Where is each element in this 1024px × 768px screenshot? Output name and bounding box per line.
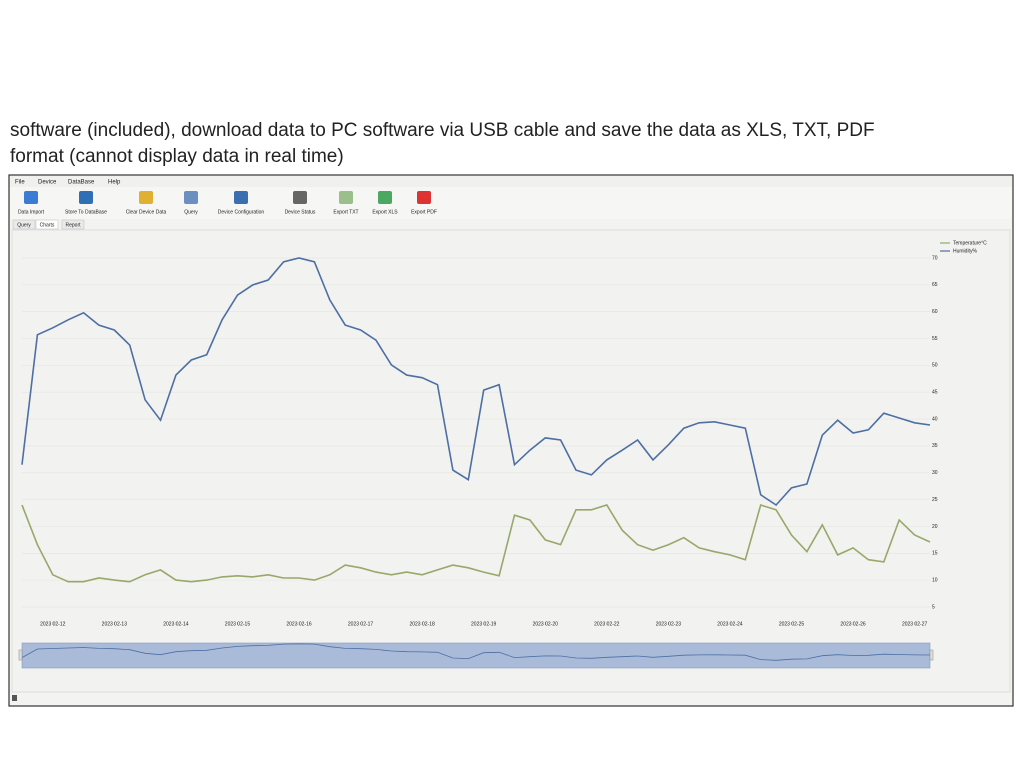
navigator-handle[interactable]	[18, 649, 23, 661]
menu-item[interactable]: Help	[108, 180, 121, 186]
tab-label[interactable]: Report	[65, 222, 81, 228]
toolbar-icon	[378, 191, 392, 204]
y-tick-label: 30	[932, 470, 938, 476]
y-tick-label: 60	[932, 309, 938, 315]
toolbar-button[interactable]: Export PDF	[411, 209, 437, 215]
x-tick-label: 2023 02-16	[286, 621, 312, 627]
y-tick-label: 25	[932, 497, 938, 503]
x-tick-label: 2023 02-19	[471, 621, 497, 627]
x-tick-label: 2023 02-26	[840, 621, 866, 627]
toolbar-button[interactable]: Export XLS	[372, 209, 398, 215]
menu-item[interactable]: Device	[38, 180, 57, 186]
y-tick-label: 65	[932, 282, 938, 288]
y-tick-label: 35	[932, 443, 938, 449]
toolbar-icon	[234, 191, 248, 204]
navigator-handle[interactable]	[929, 649, 934, 661]
toolbar-button[interactable]: Query	[184, 209, 198, 215]
y-tick-label: 40	[932, 416, 938, 422]
x-tick-label: 2023 02-17	[348, 621, 374, 627]
toolbar-icon	[293, 191, 307, 204]
toolbar-button[interactable]: Device Configuration	[218, 209, 265, 215]
chart-panel	[11, 229, 1011, 693]
toolbar-button[interactable]: Data Import	[18, 209, 45, 215]
x-tick-label: 2023 02-18	[409, 621, 435, 627]
legend-label: Temperature°C	[953, 240, 987, 246]
toolbar-icon	[184, 191, 198, 204]
toolbar-button[interactable]: Clear Device Data	[126, 209, 167, 215]
y-tick-label: 10	[932, 577, 938, 583]
toolbar-icon	[339, 191, 353, 204]
menu-item[interactable]: File	[15, 180, 25, 186]
y-tick-label: 45	[932, 390, 938, 396]
y-tick-label: 15	[932, 551, 938, 557]
toolbar-icon	[139, 191, 153, 204]
tab-label[interactable]: Charts	[40, 222, 55, 228]
toolbar-icon	[417, 191, 431, 204]
tab-label[interactable]: Query	[17, 222, 31, 228]
x-tick-label: 2023 02-24	[717, 621, 743, 627]
tab[interactable]	[35, 219, 59, 230]
x-tick-label: 2023 02-15	[225, 621, 251, 627]
y-tick-label: 20	[932, 524, 938, 530]
tab[interactable]	[61, 219, 85, 230]
x-tick-label: 2023 02-13	[102, 621, 128, 627]
caption-line: software (included), download data to PC…	[10, 120, 875, 141]
x-tick-label: 2023 02-20	[533, 621, 559, 627]
toolbar-button[interactable]: Export TXT	[333, 209, 358, 215]
x-tick-label: 2023 02-25	[779, 621, 805, 627]
x-tick-label: 2023 02-12	[40, 621, 66, 627]
y-tick-label: 50	[932, 363, 938, 369]
caption-line: format (cannot display data in real time…	[10, 146, 344, 167]
y-tick-label: 55	[932, 336, 938, 342]
legend-label: Humidity%	[953, 248, 977, 254]
toolbar-icon	[79, 191, 93, 204]
tab[interactable]	[12, 219, 36, 230]
y-tick-label: 5	[932, 604, 935, 610]
y-tick-label: 70	[932, 255, 938, 261]
toolbar-button[interactable]: Device Status	[285, 209, 316, 215]
toolbar	[10, 187, 1012, 219]
x-tick-label: 2023 02-27	[902, 621, 928, 627]
series-line	[21, 257, 931, 507]
x-tick-label: 2023 02-14	[163, 621, 189, 627]
status-icon	[12, 695, 17, 701]
menu-bar	[10, 176, 1012, 187]
x-tick-label: 2023 02-22	[594, 621, 620, 627]
x-tick-label: 2023 02-23	[656, 621, 682, 627]
menu-item[interactable]: DataBase	[68, 180, 95, 186]
toolbar-icon	[24, 191, 38, 204]
series-line	[21, 503, 931, 583]
toolbar-button[interactable]: Store To DataBase	[65, 209, 107, 215]
navigator-line	[21, 643, 931, 661]
